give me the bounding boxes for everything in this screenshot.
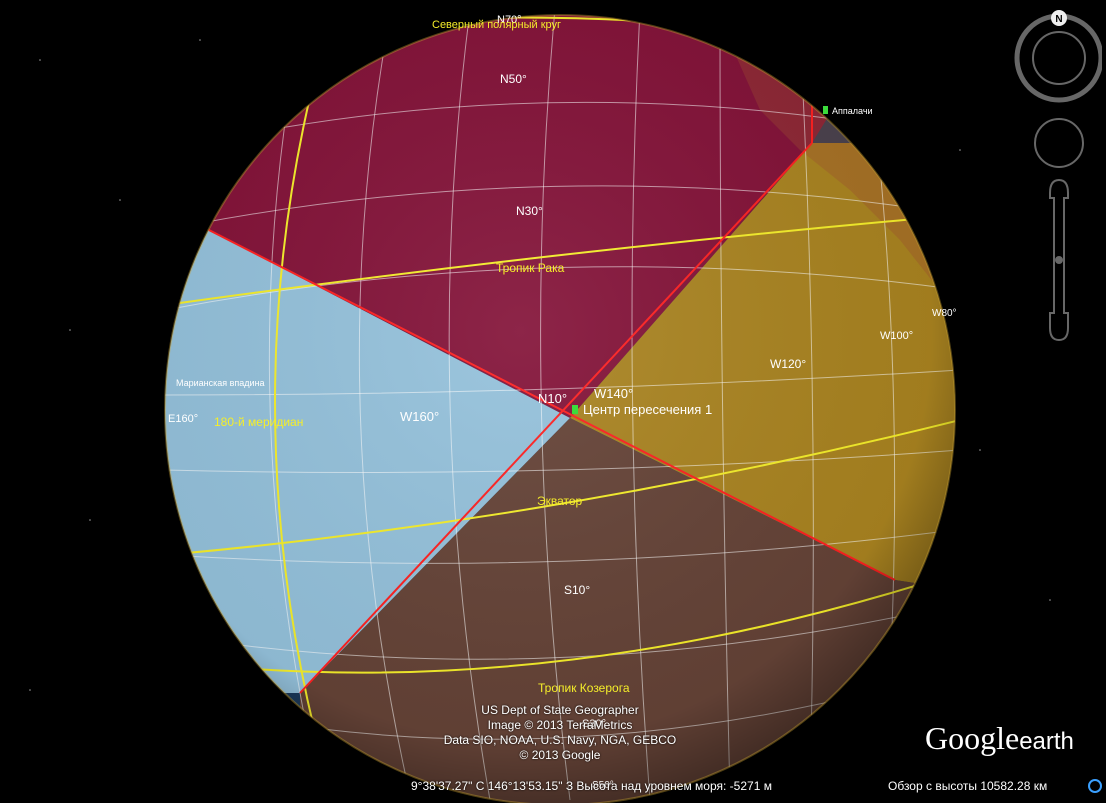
parallel-label-s30: S30°	[582, 718, 606, 730]
parallel-label-s50: S50°	[592, 780, 614, 791]
look-joystick[interactable]	[1034, 118, 1084, 168]
meridian-180-label: 180-й меридиан	[214, 415, 303, 429]
mariana-trench-label: Марианская впадина	[176, 378, 265, 388]
equator-label: Экватор	[537, 494, 583, 508]
placemark-appalachians-label: Аппалачи	[832, 106, 873, 116]
meridian-label-e160: E160°	[168, 413, 198, 425]
attribution-line: Image © 2013 TerraMetrics	[487, 718, 633, 732]
north-icon[interactable]	[1051, 10, 1067, 26]
globe[interactable]	[160, 0, 960, 803]
attribution-line: US Dept of State Geographer	[481, 703, 639, 717]
zoom-slider[interactable]	[1049, 178, 1069, 342]
status-coords: 9°38'37.27" С 146°13'53.15" З Высота над…	[411, 779, 772, 793]
parallel-label-n50: N50°	[500, 72, 527, 86]
meridian-label-w100: W100°	[880, 330, 913, 342]
pushpin-icon[interactable]	[572, 405, 578, 414]
logo-earth: earth	[1019, 728, 1074, 755]
meridian-label-w80: W80°	[932, 308, 957, 319]
starfield	[29, 39, 1051, 691]
logo-google: Google	[925, 720, 1020, 756]
arctic-circle-label: Северный полярный круг	[432, 19, 561, 31]
attribution: US Dept of State Geographer Image © 2013…	[390, 703, 730, 763]
svg-text:N: N	[1055, 14, 1062, 25]
meridian-label-w120: W120°	[770, 357, 806, 371]
compass-ring[interactable]: N	[1014, 10, 1102, 103]
placemark-center-label: Центр пересечения 1	[583, 402, 712, 417]
tropic-capricorn-label: Тропик Козерога	[538, 681, 630, 695]
zoom-handle[interactable]	[1055, 256, 1063, 264]
meridian-label-w140: W140°	[594, 386, 633, 401]
parallel-label-s10: S10°	[564, 583, 590, 597]
tropic-cancer-label: Тропик Рака	[496, 261, 565, 275]
google-earth-logo: Googleearth	[925, 720, 1074, 757]
placemark-center[interactable]: Центр пересечения 1	[572, 402, 712, 417]
navigation-controls[interactable]: N	[1012, 8, 1102, 348]
meridian-label-w160: W160°	[400, 409, 439, 424]
pushpin-icon[interactable]	[823, 106, 828, 114]
parallel-label-n10: N10°	[538, 391, 567, 406]
status-eye-altitude: Обзор с высоты 10582.28 км	[888, 779, 1048, 793]
placemark-appalachians[interactable]: Аппалачи	[823, 106, 873, 116]
parallel-label-n30: N30°	[516, 204, 543, 218]
attribution-line: Data SIO, NOAA, U.S. Navy, NGA, GEBCO	[443, 733, 677, 747]
streaming-indicator-icon	[1088, 779, 1102, 793]
attribution-line: © 2013 Google	[519, 748, 601, 762]
parallel-label-n70: N70°	[497, 14, 522, 26]
